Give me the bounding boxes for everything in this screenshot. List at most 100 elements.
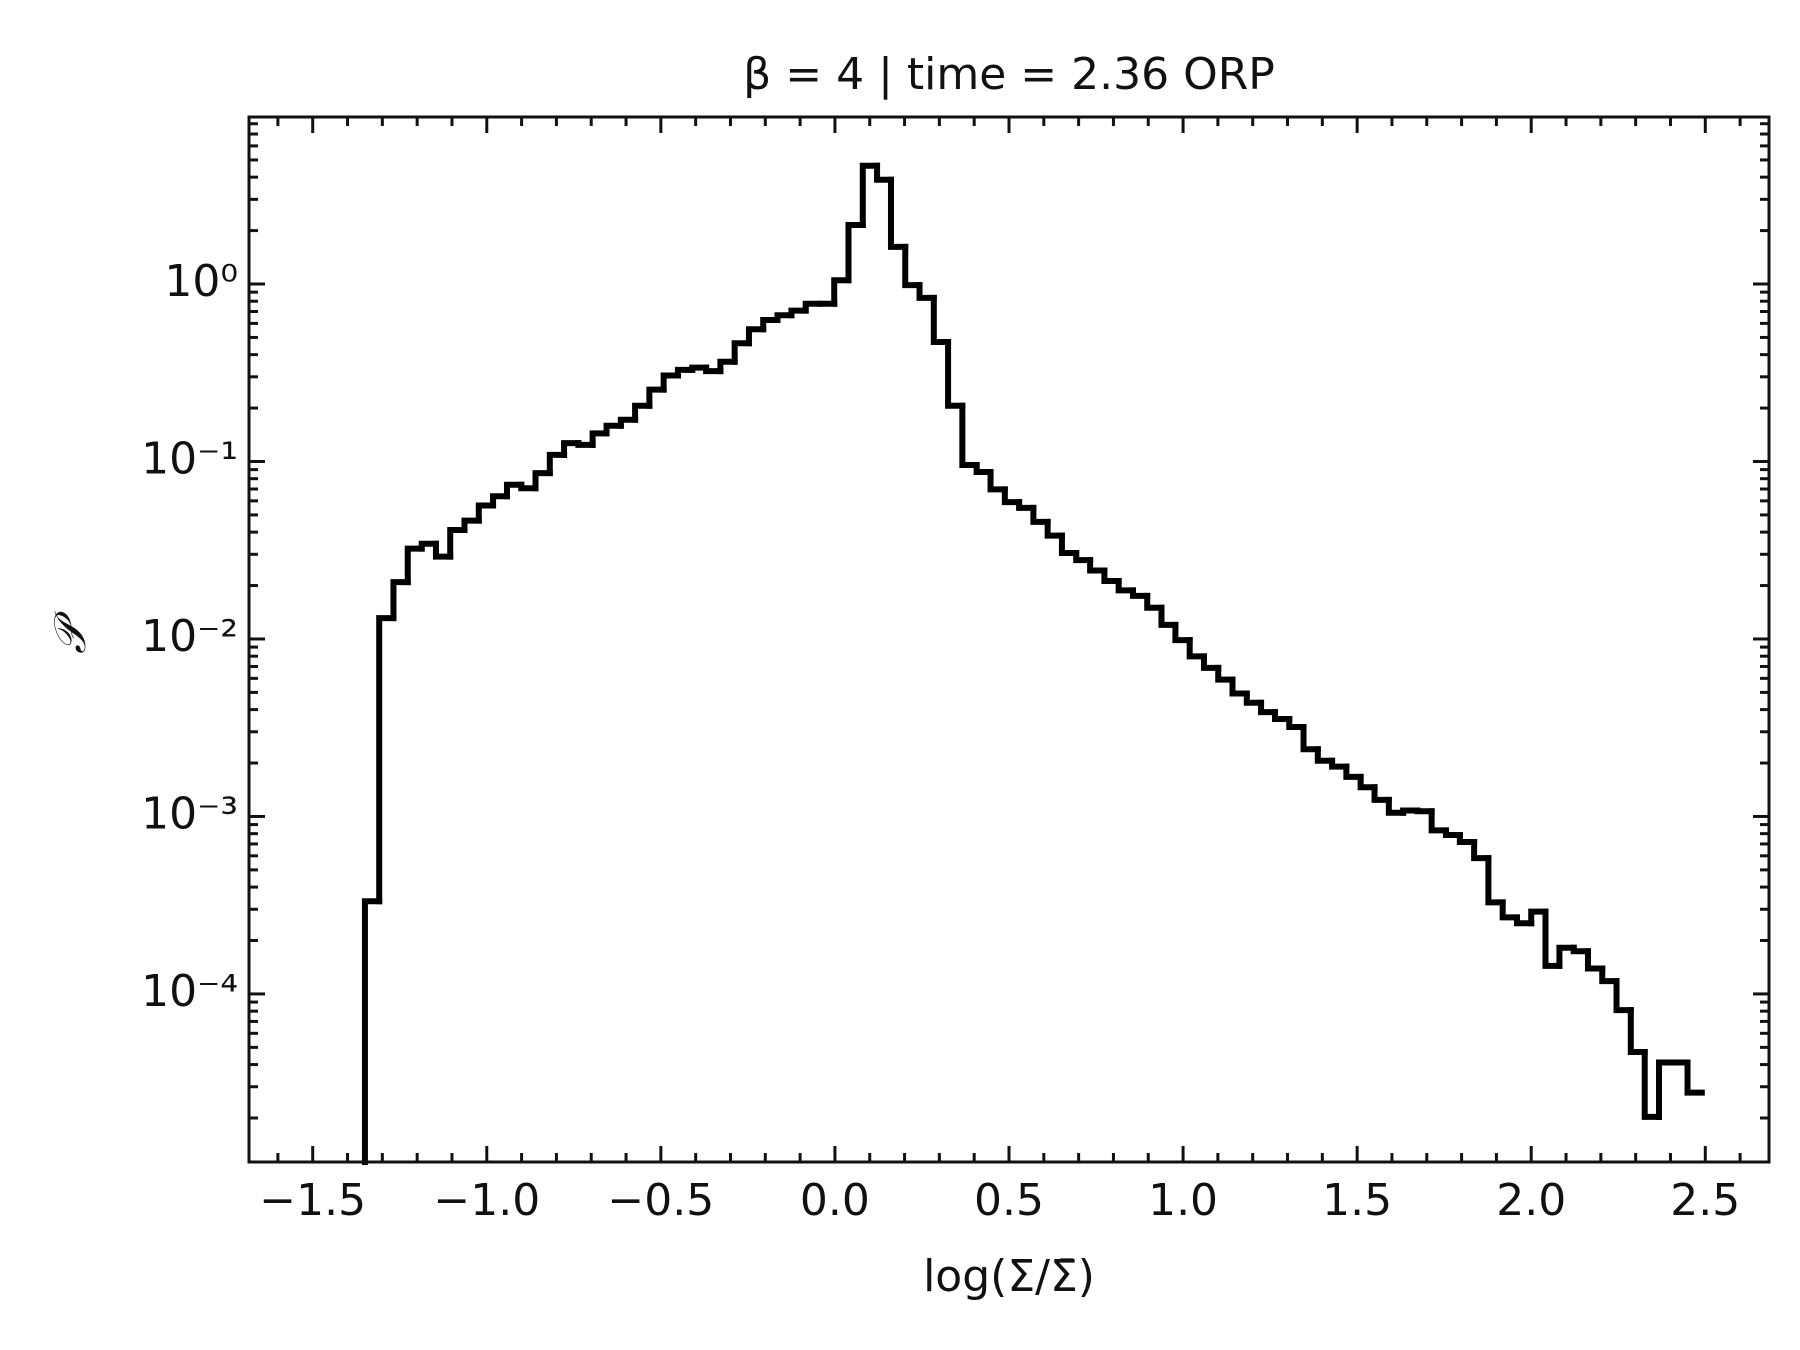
histogram-step xyxy=(575,440,596,448)
histogram-step xyxy=(432,540,454,560)
histogram-step xyxy=(1584,948,1606,972)
histogram-step xyxy=(461,517,482,534)
histogram-step xyxy=(546,451,568,477)
histogram-step xyxy=(1314,746,1336,764)
x-tick-label: 1.5 xyxy=(1322,1175,1392,1226)
histogram-step xyxy=(1343,763,1364,780)
histogram-step xyxy=(1513,914,1535,927)
histogram-step xyxy=(1215,664,1236,683)
histogram-step xyxy=(859,162,881,229)
histogram xyxy=(361,162,1705,1165)
y-tick-label: 10⁻⁴ xyxy=(141,966,238,1017)
histogram-step xyxy=(1271,709,1293,723)
histogram-step xyxy=(1087,557,1108,574)
histogram-step xyxy=(1200,653,1222,671)
histogram-step xyxy=(1556,944,1577,969)
histogram-step xyxy=(1243,690,1265,706)
histogram-step xyxy=(887,176,909,250)
histogram-step xyxy=(1442,827,1463,839)
histogram-step xyxy=(503,481,525,500)
histogram-step xyxy=(390,579,411,622)
histogram-step xyxy=(1542,908,1563,969)
histogram-step xyxy=(959,402,980,468)
x-axis-label: log(Σ/Σ̄) xyxy=(923,1251,1095,1302)
histogram-step xyxy=(1414,807,1435,815)
histogram-step xyxy=(874,162,894,183)
histogram-step xyxy=(1528,908,1549,927)
histogram-step xyxy=(632,402,653,423)
histogram-step xyxy=(1044,518,1065,539)
histogram-step xyxy=(689,364,710,373)
histogram-step xyxy=(1058,532,1080,557)
histogram-step xyxy=(916,282,937,301)
histogram-step xyxy=(703,364,724,375)
x-tick-label: 2.5 xyxy=(1670,1175,1740,1226)
histogram-step xyxy=(603,422,624,437)
histogram-step xyxy=(1229,676,1250,697)
histogram-step xyxy=(475,502,497,524)
histogram-step xyxy=(1357,773,1378,791)
histogram-step xyxy=(774,312,795,323)
y-tick-label: 10⁰ xyxy=(164,256,238,307)
histogram-step xyxy=(404,545,425,586)
histogram-step xyxy=(717,358,738,375)
histogram-step xyxy=(674,366,696,379)
histogram-step xyxy=(561,440,582,458)
histogram-step xyxy=(1115,578,1136,594)
histogram-step xyxy=(1456,832,1478,845)
histogram-step xyxy=(490,493,510,509)
histogram-step xyxy=(1684,1059,1705,1096)
histogram-step xyxy=(1428,808,1449,834)
histogram-step xyxy=(1258,699,1278,716)
histogram-step xyxy=(361,898,383,1165)
histogram-step xyxy=(418,540,439,552)
histogram-step xyxy=(845,222,866,284)
histogram-step xyxy=(1371,784,1392,803)
chart-title: β = 4 | time = 2.36 ORP xyxy=(743,49,1275,100)
x-tick-label: −0.5 xyxy=(607,1175,714,1226)
histogram-step xyxy=(1570,944,1591,955)
ticks: −1.5 −1.0 −0.5 0.0 0.5 1.0 1.5 2.0 2.5 10⁻⁴ 10⁻³ 10… xyxy=(141,117,1769,1226)
histogram-step xyxy=(1144,592,1165,611)
histogram-step xyxy=(1599,965,1620,985)
histogram-step xyxy=(447,527,468,560)
histogram-step xyxy=(1030,504,1051,525)
histogram-step xyxy=(1613,978,1634,1014)
histogram-step xyxy=(1158,604,1179,628)
histogram-step xyxy=(973,461,994,475)
y-tick-label: 10⁻¹ xyxy=(141,433,238,484)
histogram-step xyxy=(760,316,781,333)
histogram-step xyxy=(617,416,639,429)
histogram-step xyxy=(1073,550,1094,564)
histogram-step xyxy=(1101,567,1122,585)
histogram-step xyxy=(1172,621,1193,644)
histogram-step xyxy=(745,326,767,347)
histogram-step xyxy=(1385,796,1407,816)
histogram-step xyxy=(1286,716,1307,731)
histogram-step xyxy=(589,430,610,448)
histogram-step xyxy=(1655,1059,1677,1120)
histogram-step xyxy=(902,243,923,289)
y-axis-label: 𝒫 xyxy=(45,611,96,654)
x-tick-label: −1.5 xyxy=(259,1175,366,1226)
x-tick-label: −1.0 xyxy=(433,1175,540,1226)
histogram-step xyxy=(930,294,952,346)
histogram-step xyxy=(1641,1048,1662,1120)
histogram-step xyxy=(1627,1007,1648,1055)
histogram-step xyxy=(1400,807,1421,816)
histogram-step xyxy=(376,615,397,905)
histogram-step xyxy=(831,277,852,307)
histogram-step xyxy=(1329,757,1350,770)
histogram-step xyxy=(1485,855,1506,906)
histogram-step xyxy=(646,386,667,409)
histogram-step xyxy=(987,468,1008,493)
histogram-step xyxy=(945,339,966,409)
histogram-step xyxy=(518,481,539,492)
histogram-step xyxy=(1001,486,1023,506)
histogram-step xyxy=(1186,637,1207,660)
x-tick-label: 2.0 xyxy=(1496,1175,1566,1226)
plot-frame xyxy=(247,115,1771,1164)
x-tick-label: 1.0 xyxy=(1148,1175,1218,1226)
histogram-step xyxy=(1300,724,1321,753)
